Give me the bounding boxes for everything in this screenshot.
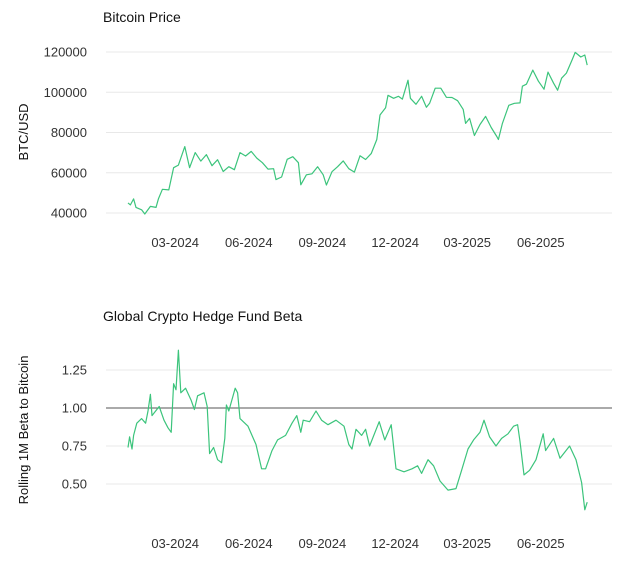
- x-tick-label: 09-2024: [299, 536, 347, 551]
- y-tick-label: 1.25: [62, 363, 87, 378]
- y-tick-label: 100000: [44, 85, 87, 100]
- hedge-fund-beta-chart: Global Crypto Hedge Fund Beta Rolling 1M …: [16, 308, 612, 551]
- x-tick-label: 12-2024: [371, 536, 419, 551]
- x-tick-label: 06-2024: [225, 235, 273, 250]
- y-tick-label: 0.75: [62, 439, 87, 454]
- series-line: [127, 349, 588, 511]
- x-tick-label: 06-2024: [225, 536, 273, 551]
- y-tick-label: 1.00: [62, 401, 87, 416]
- y-tick-label: 60000: [51, 165, 87, 180]
- x-tick-label: 03-2025: [443, 235, 491, 250]
- x-tick-label: 03-2024: [151, 235, 199, 250]
- y-tick-label: 80000: [51, 125, 87, 140]
- x-tick-label: 12-2024: [371, 235, 419, 250]
- y-tick-label: 40000: [51, 206, 87, 221]
- x-tick-label: 03-2025: [443, 536, 491, 551]
- x-tick-label: 06-2025: [517, 536, 565, 551]
- bitcoin-price-chart: Bitcoin Price BTC/USD 40000 60000 80000 10000…: [16, 9, 612, 250]
- chart-title: Bitcoin Price: [103, 9, 181, 25]
- chart-title: Global Crypto Hedge Fund Beta: [103, 308, 302, 324]
- x-tick-label: 09-2024: [299, 235, 347, 250]
- x-tick-label: 03-2024: [151, 536, 199, 551]
- series-line: [127, 51, 588, 215]
- x-tick-label: 06-2025: [517, 235, 565, 250]
- y-tick-label: 0.50: [62, 477, 87, 492]
- y-axis-label: BTC/USD: [16, 103, 31, 160]
- y-tick-label: 120000: [44, 45, 87, 60]
- y-axis-label: Rolling 1M Beta to Bitcoin: [16, 356, 31, 505]
